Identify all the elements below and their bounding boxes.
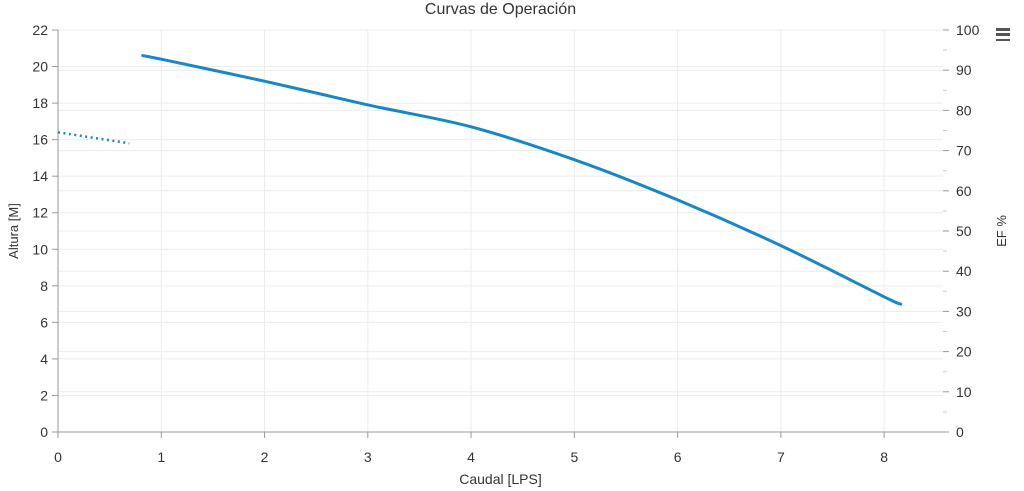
chart-title: Curvas de Operación: [424, 1, 577, 18]
x-tick-label: 7: [777, 449, 785, 465]
solid-curve[interactable]: [141, 54, 903, 306]
y-left-tick-label: 4: [40, 351, 48, 367]
x-tick-label: 5: [570, 449, 578, 465]
y-right-tick-label: 20: [956, 344, 972, 360]
hamburger-menu-icon: [996, 33, 1010, 36]
y-left-tick-label: 20: [32, 59, 48, 75]
x-tick-label: 0: [54, 449, 62, 465]
y-left-tick-label: 0: [40, 424, 48, 440]
x-tick-label: 1: [157, 449, 165, 465]
y-right-tick-label: 60: [956, 183, 972, 199]
y-right-tick-label: 40: [956, 263, 972, 279]
hamburger-menu-icon: [996, 38, 1010, 41]
y-right-tick-label: 80: [956, 102, 972, 118]
y-left-tick-label: 8: [40, 278, 48, 294]
x-tick-label: 4: [467, 449, 475, 465]
chart-context-menu-button[interactable]: [996, 28, 1012, 41]
x-tick-label: 6: [674, 449, 682, 465]
y-left-tick-label: 22: [32, 22, 48, 38]
y-axis-right-title: EF %: [994, 215, 1009, 247]
dotted-curve[interactable]: [57, 131, 130, 145]
y-right-tick-label: 50: [956, 223, 972, 239]
x-tick-label: 2: [261, 449, 269, 465]
y-right-tick-label: 90: [956, 62, 972, 78]
y-left-tick-label: 16: [32, 132, 48, 148]
y-right-tick-label: 0: [956, 424, 964, 440]
x-tick-label: 3: [364, 449, 372, 465]
y-right-tick-label: 10: [956, 384, 972, 400]
y-left-tick-label: 12: [32, 205, 48, 221]
y-left-tick-label: 14: [32, 168, 48, 184]
y-left-tick-label: 2: [40, 387, 48, 403]
x-tick-label: 8: [880, 449, 888, 465]
y-right-tick-label: 30: [956, 303, 972, 319]
hamburger-menu-icon: [996, 28, 1010, 31]
y-right-tick-label: 100: [956, 22, 980, 38]
y-left-tick-label: 6: [40, 314, 48, 330]
y-left-tick-label: 10: [32, 241, 48, 257]
y-axis-left-title: Altura [M]: [6, 203, 21, 259]
y-right-tick-label: 70: [956, 143, 972, 159]
x-axis-title: Caudal [LPS]: [459, 471, 542, 487]
y-left-tick-label: 18: [32, 95, 48, 111]
